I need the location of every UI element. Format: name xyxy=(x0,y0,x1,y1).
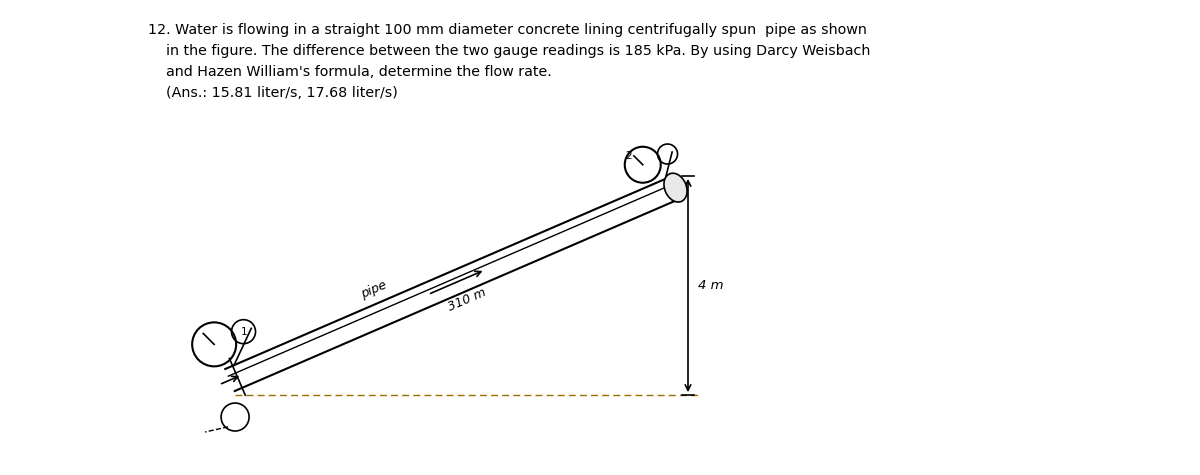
Ellipse shape xyxy=(664,173,688,202)
Text: 4 m: 4 m xyxy=(698,279,724,292)
Text: pipe: pipe xyxy=(359,278,389,301)
Text: 1: 1 xyxy=(241,327,248,337)
Text: 12. Water is flowing in a straight 100 mm diameter concrete lining centrifugally: 12. Water is flowing in a straight 100 m… xyxy=(148,23,870,100)
Text: 2: 2 xyxy=(625,151,631,161)
Text: 310 m: 310 m xyxy=(445,285,487,314)
